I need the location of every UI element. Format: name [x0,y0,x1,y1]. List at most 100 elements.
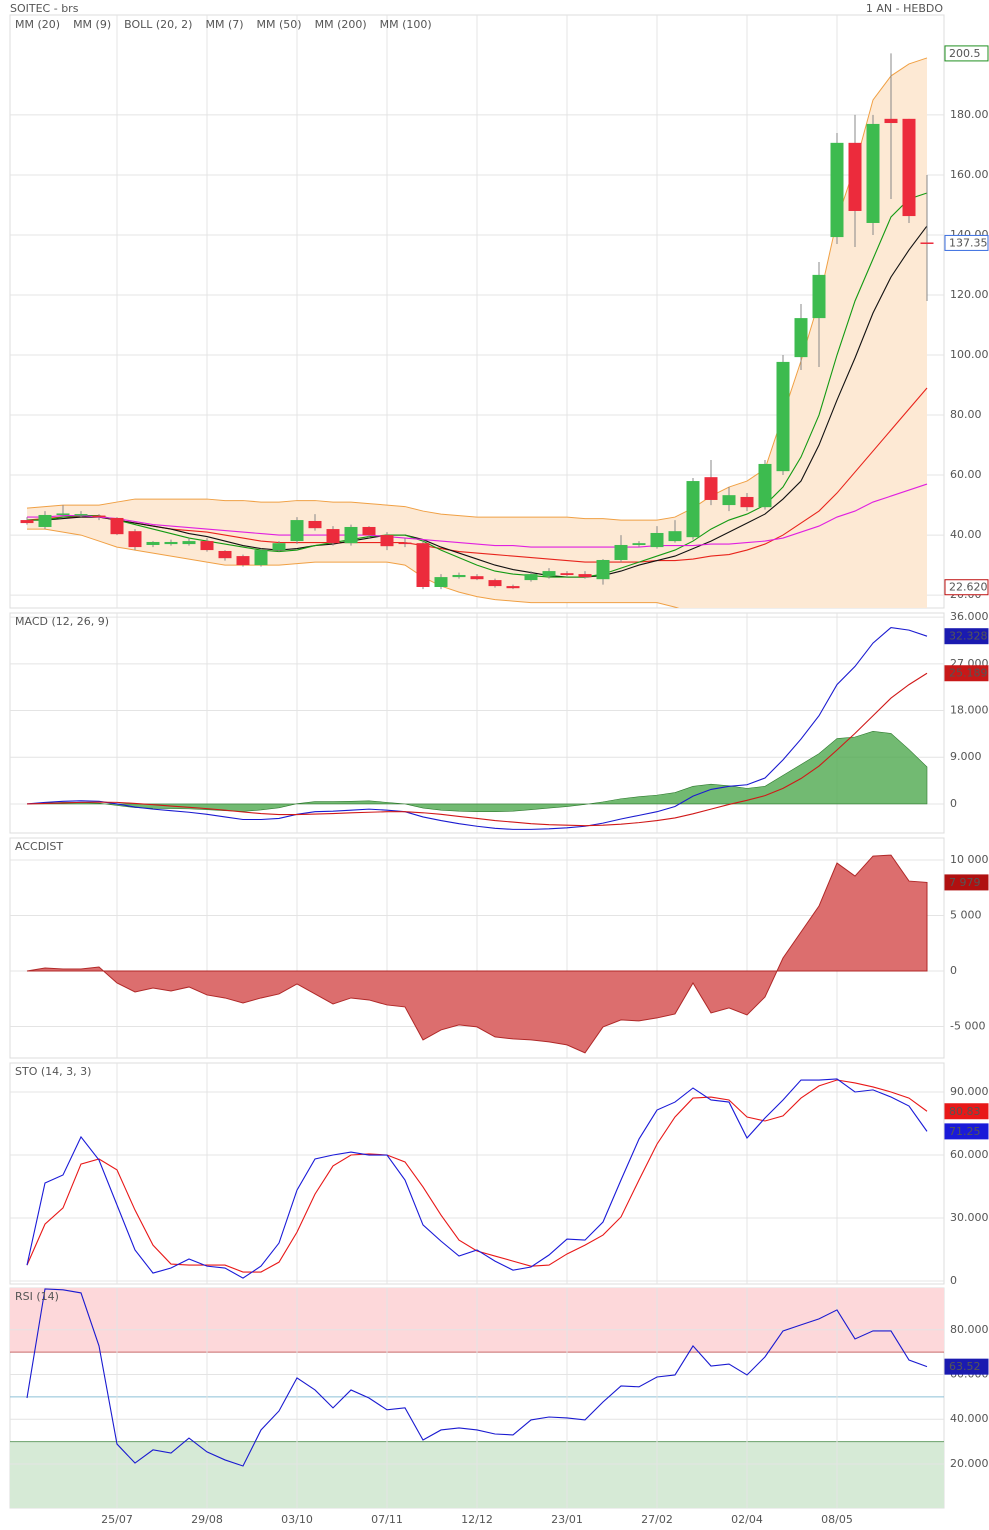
ma-line [26,387,928,563]
candle-body [758,463,772,508]
y-tick-label: 0 [950,964,957,977]
value-tag [944,665,989,682]
value-tag [944,234,989,251]
candle-body [668,531,682,542]
y-tick-label: 0 [950,1274,957,1287]
candle-body [812,274,826,319]
value-tag-label: 80.83 [949,1105,981,1118]
y-tick-label: 36.000 [950,610,989,623]
y-tick-label: 18.000 [950,704,989,717]
candle-body [560,573,574,575]
ma-line [27,225,928,578]
legend-entry: BOLL (20, 2) [124,18,192,31]
value-tag [944,45,989,62]
value-tag-label: 63.52 [949,1360,981,1373]
y-tick-label: 80.000 [950,1323,989,1336]
x-tick-label: 25/07 [101,1513,133,1526]
candle-body [704,477,718,500]
candle-body [650,532,664,548]
x-tick-label: 08/05 [821,1513,853,1526]
period-label: 1 AN - HEBDO [866,2,943,15]
indicator-line [26,1288,928,1467]
candle-body [74,514,88,516]
candle-body [128,531,142,548]
value-tag [944,1358,989,1375]
indicator-line [26,626,928,830]
candle-body [830,142,844,238]
plot-area [10,613,944,833]
indicator-line [26,1078,928,1279]
legend-entry: MM (7) [205,18,243,31]
candle-body [434,577,448,587]
y-tick-label: 60.000 [950,1148,989,1161]
candle-body [380,535,394,547]
y-tick-label: 160.00 [950,168,989,181]
candle-body [254,550,268,566]
value-tag-label: 25.189 [949,667,988,680]
x-tick-label: 29/08 [191,1513,223,1526]
candle-body [632,543,646,545]
candle-body [308,520,322,529]
y-tick-label: 60.00 [950,468,982,481]
value-tag-label: 7 979 [949,876,981,889]
y-tick-label: 0 [950,797,957,810]
y-tick-label: 20.000 [950,1457,989,1470]
panel-title: RSI (14) [15,1290,59,1303]
legend-entry: MM (50) [257,18,302,31]
candle-body [506,586,520,589]
chart-title: SOITEC - brs [10,2,79,15]
y-tick-label: 120.00 [950,288,989,301]
candle-body [164,541,178,545]
candle-body [524,574,538,581]
candle-body [272,543,286,551]
indicator-line [26,1079,928,1273]
y-tick-label: 30.000 [950,1211,989,1224]
candle-body [452,574,466,578]
histogram-area [26,730,928,813]
candle-body [902,118,916,217]
candle-body [614,544,628,560]
band-lower [27,528,680,608]
candle-body [578,574,592,578]
value-tag [944,1103,989,1120]
candle-body [884,118,898,124]
candle-body [722,495,736,506]
ma-line [27,483,928,548]
y-tick-label: 5 000 [950,908,982,921]
candle-body [794,318,808,358]
x-tick-label: 02/04 [731,1513,763,1526]
candle-body [686,481,700,538]
candle-body [236,556,250,566]
x-tick-label: 07/11 [371,1513,403,1526]
candle-body [398,542,412,545]
value-tag [944,579,989,596]
indicator-line [26,672,928,827]
panel-title: STO (14, 3, 3) [15,1065,91,1078]
candle-body [326,529,340,544]
candle-body [182,541,196,545]
legend-entry: MM (20) [15,18,60,31]
band-fill [27,57,927,608]
y-tick-label: 10 000 [950,853,989,866]
candle-body [542,571,556,577]
candle-body [470,576,484,580]
candle-body [146,541,160,545]
candle-body [866,123,880,223]
plot-area [10,15,944,608]
legend-entry: MM (9) [73,18,111,31]
candle-body [740,496,754,508]
panel-title: MACD (12, 26, 9) [15,615,109,628]
plot-area [10,1288,944,1508]
plot-area [10,838,944,1058]
candle-body [56,513,70,515]
y-tick-label: 100.00 [950,348,989,361]
panel-title: ACCDIST [15,840,63,853]
y-tick-label: 180.00 [950,108,989,121]
x-tick-label: 27/02 [641,1513,673,1526]
candle-body [290,520,304,542]
value-tag-label: 200.5 [949,47,981,60]
candle-body [218,550,232,559]
candle-body [596,559,610,580]
candle-body [920,242,934,244]
candle-body [362,526,376,536]
